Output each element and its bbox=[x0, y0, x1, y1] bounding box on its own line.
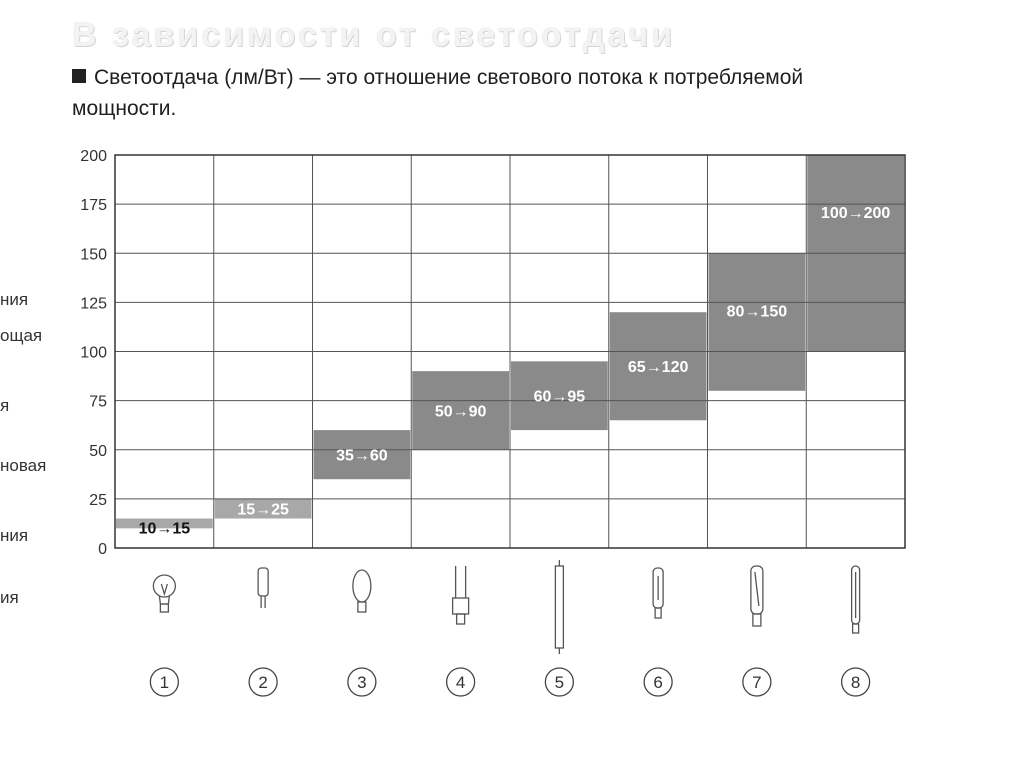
range-bar bbox=[313, 430, 411, 480]
category-number-label: 7 bbox=[752, 673, 761, 692]
bar-data-label: 100→200 bbox=[821, 205, 890, 222]
incandescent-bulb-icon bbox=[152, 574, 177, 613]
category-number-circle bbox=[544, 667, 575, 697]
y-tick-label: 200 bbox=[80, 148, 107, 165]
bar-data-label: 15→25 bbox=[237, 502, 289, 519]
range-bar bbox=[609, 312, 707, 421]
intro-sentence: Светоотдача (лм/Вт) — это отношение свет… bbox=[72, 66, 804, 120]
category-number-label: 6 bbox=[653, 673, 662, 692]
high-pressure-sodium-lamp-icon bbox=[750, 565, 764, 627]
linear-fluorescent-tube-icon bbox=[554, 560, 565, 654]
bar-data-label: 10→15 bbox=[139, 521, 191, 538]
low-pressure-sodium-lamp-icon bbox=[850, 565, 861, 634]
y-tick-label: 100 bbox=[80, 345, 107, 362]
range-bar bbox=[214, 498, 312, 519]
bar-data-label: 65→120 bbox=[628, 359, 689, 376]
y-tick-label: 0 bbox=[98, 541, 107, 558]
margin-fragment: ния bbox=[0, 526, 29, 545]
metal-halide-lamp-icon bbox=[652, 567, 664, 619]
margin-fragment: ния bbox=[0, 290, 29, 309]
intro-text: Светоотдача (лм/Вт) — это отношение свет… bbox=[72, 62, 832, 124]
margin-fragment: ия bbox=[0, 588, 19, 607]
y-tick-label: 125 bbox=[80, 295, 107, 312]
bullet-square-icon bbox=[72, 69, 86, 83]
category-number-label: 2 bbox=[258, 673, 267, 692]
range-bar bbox=[116, 518, 213, 529]
mercury-lamp-icon bbox=[352, 569, 372, 613]
section-heading: В зависимости от светоотдачи bbox=[72, 16, 676, 54]
category-number-label: 4 bbox=[456, 673, 465, 692]
bar-data-label: 80→150 bbox=[727, 303, 788, 320]
y-tick-label: 50 bbox=[89, 443, 107, 460]
category-number-label: 1 bbox=[160, 673, 169, 692]
compact-fluorescent-icon bbox=[451, 566, 470, 625]
category-number-circle bbox=[643, 667, 673, 697]
halogen-capsule-icon bbox=[257, 567, 269, 608]
category-number-circle bbox=[149, 667, 180, 697]
margin-fragment: ощая bbox=[0, 326, 43, 345]
y-tick-label: 175 bbox=[80, 197, 107, 214]
category-number-label: 8 bbox=[851, 673, 860, 692]
category-number-circle bbox=[840, 667, 871, 697]
bar-data-label: 60→95 bbox=[534, 389, 586, 406]
category-number-circle bbox=[248, 667, 278, 697]
category-number-label: 3 bbox=[357, 673, 366, 692]
range-bar bbox=[412, 371, 509, 450]
bar-data-label: 35→60 bbox=[336, 448, 388, 465]
margin-fragment: новая bbox=[0, 456, 47, 475]
range-bar bbox=[708, 253, 806, 391]
category-number-label: 5 bbox=[555, 673, 564, 692]
category-number-circle bbox=[347, 667, 377, 697]
margin-fragment: я bbox=[0, 396, 10, 415]
y-tick-label: 150 bbox=[80, 246, 107, 263]
y-tick-label: 25 bbox=[89, 492, 107, 509]
range-bar bbox=[511, 361, 608, 431]
bar-data-label: 50→90 bbox=[435, 403, 487, 420]
plot-frame bbox=[114, 154, 906, 549]
category-number-circle bbox=[445, 667, 476, 697]
category-number-circle bbox=[742, 667, 772, 697]
y-tick-label: 75 bbox=[89, 394, 107, 411]
